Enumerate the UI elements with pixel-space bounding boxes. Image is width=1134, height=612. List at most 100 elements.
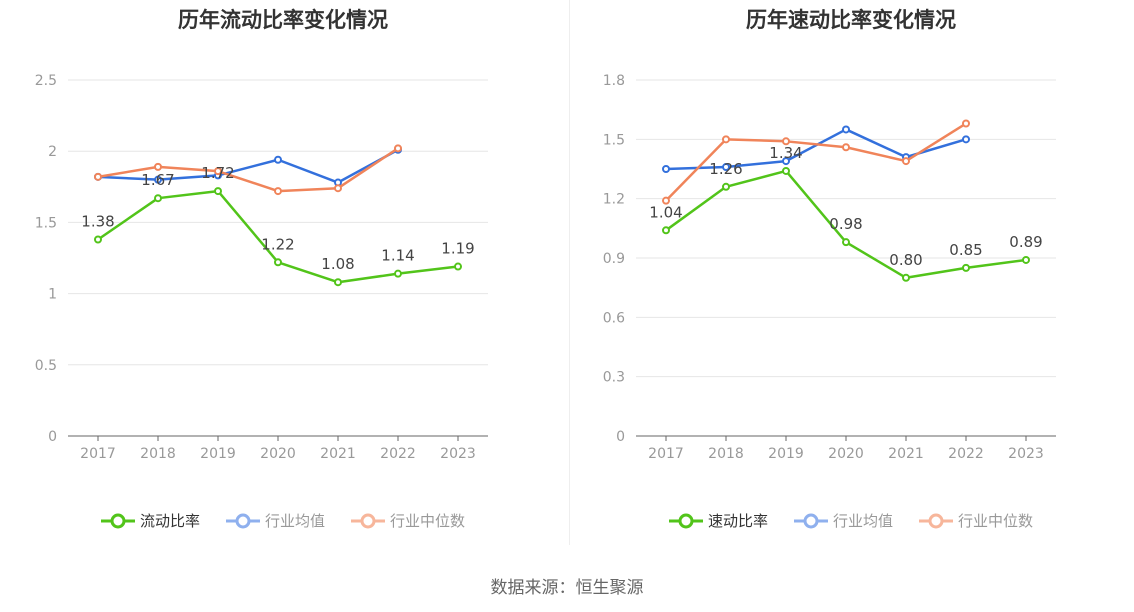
data-point bbox=[1022, 255, 1030, 264]
data-label: 0.80 bbox=[889, 251, 922, 269]
data-point bbox=[214, 187, 222, 196]
chart-title: 历年速动比率变化情况 bbox=[746, 8, 956, 32]
data-point bbox=[454, 262, 462, 271]
legend-label: 行业中位数 bbox=[958, 512, 1034, 530]
data-point bbox=[842, 238, 850, 247]
data-point bbox=[394, 144, 402, 153]
x-tick-label: 2019 bbox=[768, 446, 804, 462]
y-tick-label: 1.5 bbox=[35, 215, 57, 231]
legend-marker-icon bbox=[919, 513, 953, 528]
y-tick-label: 1.8 bbox=[603, 73, 625, 89]
data-point bbox=[902, 273, 910, 282]
data-point bbox=[154, 175, 162, 184]
data-point bbox=[722, 182, 730, 191]
data-point bbox=[902, 157, 910, 166]
x-tick-label: 2017 bbox=[648, 446, 684, 462]
data-point bbox=[274, 258, 282, 267]
legend-marker-icon bbox=[793, 513, 828, 528]
legend-label: 行业均值 bbox=[264, 512, 325, 530]
legend-label: 速动比率 bbox=[707, 512, 768, 530]
data-label: 1.34 bbox=[769, 144, 802, 162]
legend-label: 流动比率 bbox=[139, 512, 200, 530]
x-tick-label: 2018 bbox=[140, 446, 176, 462]
legend-label: 行业均值 bbox=[832, 512, 893, 530]
x-tick-label: 2020 bbox=[260, 446, 296, 462]
x-tick-label: 2022 bbox=[380, 446, 416, 462]
legend-item-industry-median[interactable]: 行业中位数 bbox=[919, 510, 1033, 531]
legend-marker-icon bbox=[225, 513, 260, 528]
x-tick-label: 2023 bbox=[440, 446, 476, 462]
data-label: 1.67 bbox=[141, 171, 174, 189]
data-label: 1.19 bbox=[441, 240, 474, 258]
data-point bbox=[782, 166, 790, 175]
data-point bbox=[274, 155, 282, 164]
data-point bbox=[662, 226, 670, 235]
legend-item-current-ratio[interactable]: 流动比率 bbox=[100, 510, 200, 531]
data-point bbox=[154, 194, 162, 203]
x-tick-label: 2020 bbox=[828, 446, 864, 462]
quick-ratio-panel: 历年速动比率变化情况 0 0.3 0.6 0.9 1.2 1.5 1.8 2017 2018 20… bbox=[568, 0, 1134, 545]
x-tick-label: 2017 bbox=[80, 446, 116, 462]
data-point bbox=[842, 143, 850, 152]
data-label: 1.26 bbox=[709, 160, 742, 178]
y-tick-label: 1.2 bbox=[603, 192, 625, 208]
data-label: 1.22 bbox=[261, 235, 294, 253]
data-label: 0.85 bbox=[949, 241, 982, 259]
data-source: 数据来源：恒生聚源 bbox=[490, 578, 644, 598]
y-tick-label: 0.5 bbox=[35, 358, 57, 374]
legend-label: 行业中位数 bbox=[390, 512, 466, 530]
data-label: 1.04 bbox=[649, 203, 682, 221]
y-tick-label: 1.5 bbox=[603, 132, 625, 148]
legend-marker-icon bbox=[351, 513, 385, 528]
data-point bbox=[154, 162, 162, 171]
series-line bbox=[97, 147, 399, 193]
data-point bbox=[334, 278, 342, 287]
y-tick-label: 0.6 bbox=[603, 310, 625, 326]
data-point bbox=[842, 125, 850, 134]
legend-marker-icon bbox=[668, 513, 703, 528]
x-tick-label: 2018 bbox=[708, 446, 744, 462]
data-label: 0.98 bbox=[829, 215, 862, 233]
legend-item-industry-mean[interactable]: 行业均值 bbox=[225, 510, 325, 531]
data-point bbox=[214, 167, 222, 176]
panel-divider bbox=[569, 0, 570, 545]
series-line bbox=[665, 122, 967, 202]
y-tick-label: 2.5 bbox=[35, 73, 57, 89]
data-point bbox=[334, 184, 342, 193]
y-tick-label: 0.9 bbox=[603, 251, 625, 267]
chart-title: 历年流动比率变化情况 bbox=[178, 8, 388, 32]
data-label: 1.14 bbox=[381, 247, 414, 265]
data-label: 1.08 bbox=[321, 255, 354, 273]
current-ratio-panel: 历年流动比率变化情况 0 0.5 1 1.5 2 2.5 2017 2018 2019 2020 2… bbox=[0, 0, 566, 545]
x-tick-label: 2021 bbox=[320, 446, 356, 462]
data-point bbox=[962, 135, 970, 144]
y-tick-label: 0.3 bbox=[603, 370, 625, 386]
y-tick-label: 0 bbox=[616, 429, 625, 445]
legend: 速动比率 行业均值 行业中位数 bbox=[568, 510, 1134, 531]
legend-item-quick-ratio[interactable]: 速动比率 bbox=[668, 510, 768, 531]
x-tick-label: 2019 bbox=[200, 446, 236, 462]
current-ratio-chart: 0 0.5 1 1.5 2 2.5 2017 2018 2019 2020 2021 2022 2023… bbox=[35, 73, 488, 462]
data-point bbox=[962, 263, 970, 272]
quick-ratio-chart: 0 0.3 0.6 0.9 1.2 1.5 1.8 2017 2018 2019 2020 2021 2… bbox=[603, 73, 1056, 462]
legend-item-industry-median[interactable]: 行业中位数 bbox=[351, 510, 465, 531]
data-label: 0.89 bbox=[1009, 233, 1042, 251]
x-tick-label: 2023 bbox=[1008, 446, 1044, 462]
y-tick-label: 2 bbox=[48, 144, 57, 160]
data-point bbox=[274, 187, 282, 196]
data-point bbox=[962, 119, 970, 128]
data-point bbox=[94, 172, 102, 181]
legend: 流动比率 行业均值 行业中位数 bbox=[0, 510, 566, 531]
data-point bbox=[94, 235, 102, 244]
legend-item-industry-mean[interactable]: 行业均值 bbox=[793, 510, 893, 531]
data-point bbox=[782, 137, 790, 146]
data-point bbox=[722, 163, 730, 172]
data-point bbox=[782, 157, 790, 166]
y-tick-label: 1 bbox=[48, 287, 57, 303]
series-line bbox=[97, 148, 399, 184]
data-point bbox=[662, 196, 670, 205]
data-label: 1.38 bbox=[81, 212, 114, 230]
y-tick-label: 0 bbox=[48, 429, 57, 445]
data-label: 1.72 bbox=[201, 164, 234, 182]
x-tick-label: 2021 bbox=[888, 446, 924, 462]
